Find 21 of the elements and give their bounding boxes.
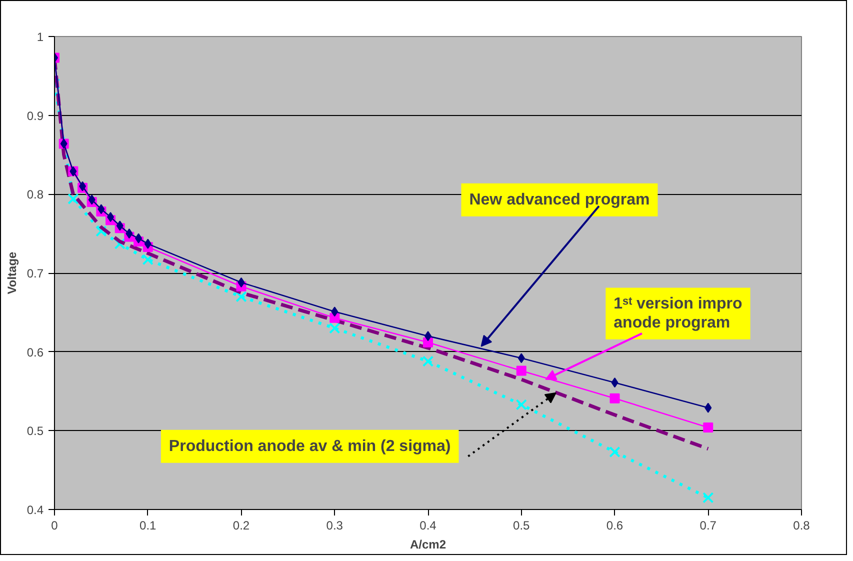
annotation: Production anode av & min (2 sigma)	[168, 438, 451, 455]
y-tick-label: 0.7	[26, 266, 44, 280]
x-tick-label: 0.5	[513, 518, 530, 532]
y-tick-label: 0.4	[26, 503, 44, 517]
x-tick-label: 0	[51, 518, 58, 532]
x-tick-label: 0.3	[326, 518, 344, 532]
annotation: New advanced program	[469, 191, 650, 208]
y-tick-label: 0.5	[26, 424, 44, 438]
x-tick-label: 0.7	[700, 518, 717, 532]
x-tick-label: 0.8	[793, 518, 810, 532]
y-tick-label: 0.6	[26, 345, 44, 360]
x-tick-label: 0.6	[606, 518, 624, 532]
x-tick-label: 0.4	[420, 518, 437, 532]
y-tick-label: 0.8	[26, 188, 44, 202]
x-tick-label: 0.1	[140, 518, 157, 532]
x-axis-title: A/cm2	[410, 538, 446, 552]
y-axis-title: Voltage	[4, 251, 19, 294]
x-tick-label: 0.2	[232, 518, 250, 532]
y-tick-label: 1	[36, 30, 44, 44]
annotation: 1ˢᵗ version impro anode program	[614, 296, 743, 332]
y-tick-label: 0.9	[26, 108, 44, 123]
